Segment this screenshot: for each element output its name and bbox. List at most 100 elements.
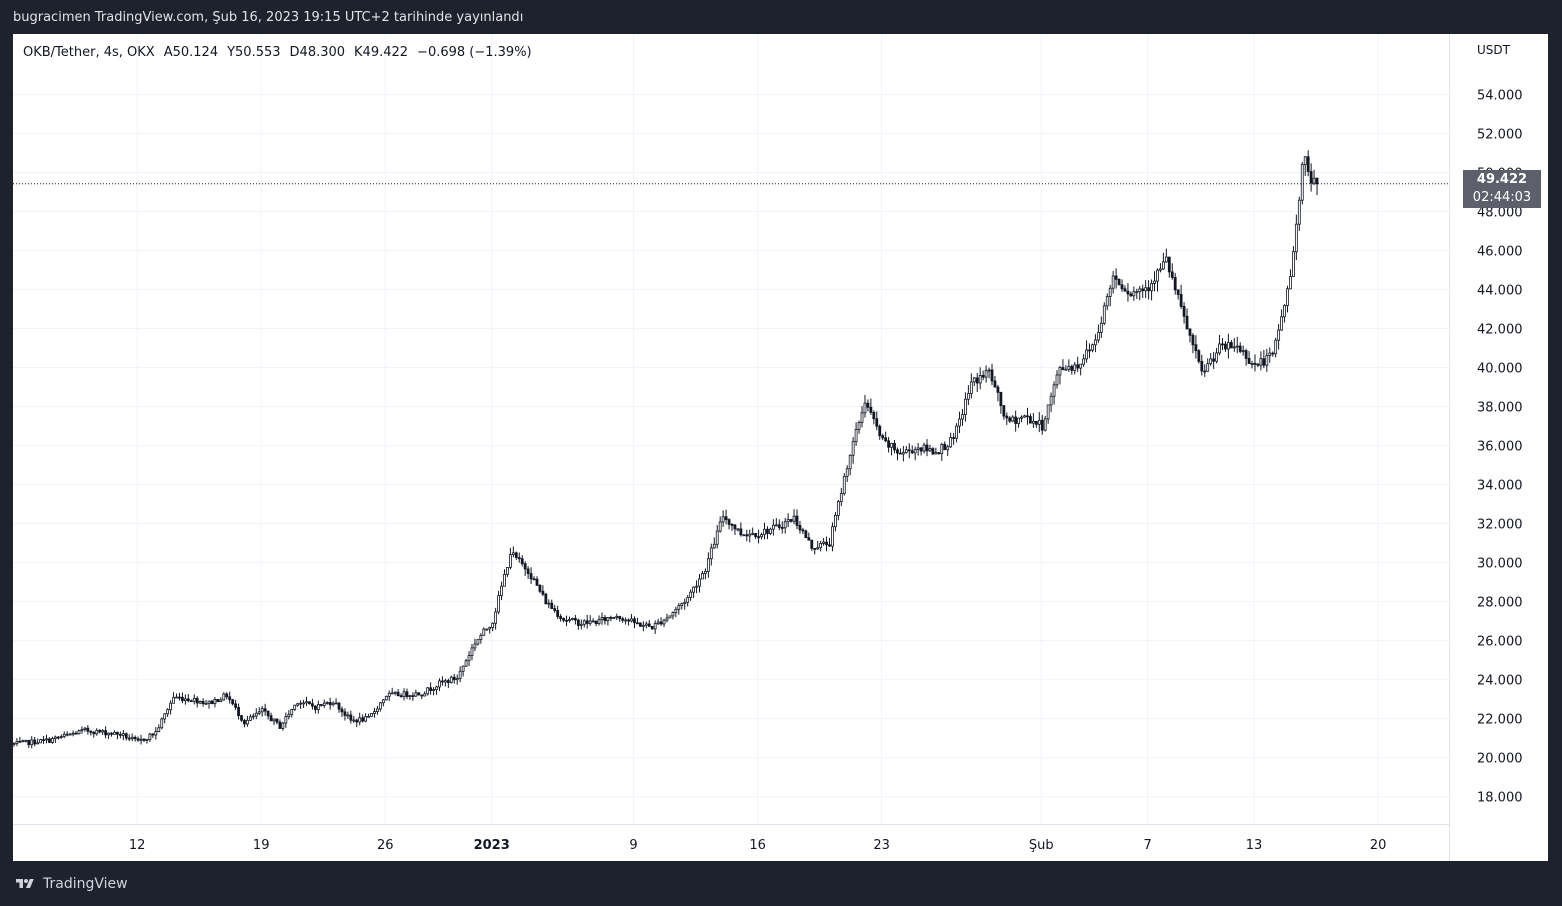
candle-body bbox=[231, 699, 235, 705]
candle-body bbox=[875, 418, 879, 427]
candle-body bbox=[426, 687, 430, 695]
candle-body bbox=[609, 616, 613, 619]
candle-body bbox=[293, 704, 297, 710]
candle-body bbox=[402, 691, 406, 698]
candle-body bbox=[887, 440, 891, 448]
y-tick-label: 48.000 bbox=[1477, 206, 1523, 221]
candle-body bbox=[130, 736, 134, 740]
candle-body bbox=[479, 634, 483, 640]
candle-body bbox=[381, 699, 385, 704]
x-tick-label: 23 bbox=[873, 838, 890, 853]
candle-body bbox=[1259, 358, 1263, 366]
candle-body bbox=[1185, 315, 1189, 330]
candle-body bbox=[305, 701, 308, 704]
candle-body bbox=[591, 620, 595, 623]
candle-body bbox=[192, 697, 196, 702]
candle-body bbox=[503, 573, 506, 587]
candle-body bbox=[51, 738, 54, 743]
candle-body bbox=[240, 715, 243, 721]
candle-body bbox=[222, 693, 226, 701]
candle-body bbox=[653, 623, 657, 630]
candle-body bbox=[559, 616, 563, 619]
candle-body bbox=[464, 660, 468, 667]
candle-body bbox=[485, 628, 489, 631]
candle-body bbox=[603, 617, 607, 622]
candle-body bbox=[83, 727, 87, 730]
candle-body bbox=[201, 701, 205, 704]
candle-body bbox=[541, 590, 545, 595]
candle-body bbox=[562, 618, 565, 621]
candle-body bbox=[470, 647, 474, 656]
candle-body bbox=[704, 570, 707, 574]
candle-body bbox=[1221, 343, 1224, 346]
candle-body bbox=[964, 398, 967, 415]
low-value: D48.300 bbox=[289, 45, 346, 60]
candle-body bbox=[594, 620, 598, 625]
candle-body bbox=[1197, 350, 1201, 362]
candle-body bbox=[1265, 355, 1269, 366]
candle-body bbox=[1147, 287, 1151, 292]
candle-body bbox=[1102, 305, 1106, 324]
x-tick-label: 16 bbox=[749, 838, 766, 853]
candle-body bbox=[706, 558, 710, 572]
candle-body bbox=[1076, 364, 1080, 369]
y-tick-label: 52.000 bbox=[1477, 127, 1523, 142]
candle-body bbox=[213, 699, 217, 705]
candle-body bbox=[225, 693, 229, 698]
candle-body bbox=[1250, 363, 1254, 365]
candle-body bbox=[955, 425, 958, 439]
candle-body bbox=[952, 437, 956, 439]
candle-body bbox=[207, 700, 211, 704]
candle-body bbox=[839, 493, 843, 502]
candle-body bbox=[1173, 277, 1177, 291]
candle-body bbox=[1306, 156, 1310, 172]
candle-body bbox=[969, 381, 973, 394]
candle-body bbox=[1274, 339, 1278, 355]
candle-body bbox=[1253, 363, 1257, 365]
candle-body bbox=[514, 552, 518, 558]
candle-body bbox=[1061, 367, 1065, 370]
candle-body bbox=[819, 543, 823, 549]
chart-panel[interactable]: 18.000 20.000 22.000 24.000 26.000 28.000 30.0… bbox=[13, 34, 1548, 861]
candle-body bbox=[328, 702, 332, 706]
candle-body bbox=[869, 406, 873, 413]
candle-body bbox=[630, 618, 633, 622]
candle-body bbox=[257, 711, 261, 714]
candle-body bbox=[1058, 367, 1062, 376]
candle-body bbox=[618, 616, 622, 620]
candle-body bbox=[1191, 334, 1195, 346]
candle-body bbox=[364, 716, 368, 722]
candle-body bbox=[266, 710, 270, 717]
candle-body bbox=[1203, 370, 1207, 373]
candle-body bbox=[813, 548, 817, 550]
candlestick-chart[interactable]: 18.000 20.000 22.000 24.000 26.000 28.000 30.0… bbox=[13, 34, 1548, 861]
candle-body bbox=[1294, 223, 1298, 253]
candle-body bbox=[987, 369, 991, 372]
candle-body bbox=[1091, 344, 1094, 351]
y-tick-label: 38.000 bbox=[1477, 401, 1523, 416]
tradingview-brand[interactable]: TradingView bbox=[13, 876, 128, 892]
candle-body bbox=[458, 670, 462, 679]
candle-body bbox=[1241, 350, 1245, 353]
candle-body bbox=[36, 742, 40, 745]
candle-body bbox=[116, 731, 119, 735]
candle-body bbox=[1176, 289, 1180, 295]
tradingview-logo-icon bbox=[16, 879, 34, 888]
price-axis-unit[interactable]: USDT bbox=[1477, 43, 1510, 57]
candle-body bbox=[237, 706, 240, 717]
candle-body bbox=[1164, 256, 1168, 263]
candle-body bbox=[1138, 288, 1142, 293]
candle-body bbox=[1011, 416, 1015, 422]
candle-body bbox=[842, 475, 846, 494]
candle-body bbox=[748, 533, 752, 537]
candle-body bbox=[683, 601, 687, 604]
candle-body bbox=[494, 611, 498, 624]
brand-label: TradingView bbox=[43, 876, 128, 892]
candle-body bbox=[606, 616, 610, 622]
candle-body bbox=[565, 619, 568, 622]
candle-body bbox=[443, 680, 447, 683]
candle-body bbox=[1280, 316, 1283, 331]
candle-body bbox=[396, 691, 400, 697]
symbol-label[interactable]: OKB/Tether, 4s, OKX bbox=[23, 45, 155, 60]
candle-body bbox=[228, 696, 232, 701]
